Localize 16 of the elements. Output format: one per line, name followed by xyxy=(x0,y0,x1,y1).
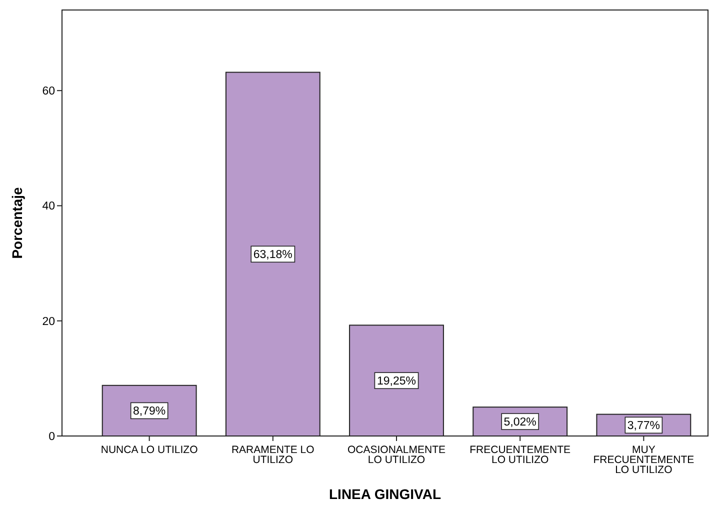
data-label: 8,79% xyxy=(133,406,166,418)
y-tick-label: 60 xyxy=(42,86,55,98)
x-tick-label: RARAMENTE LO UTILIZO xyxy=(231,444,314,466)
x-tick-label: OCASIONALMENTE LO UTILIZO xyxy=(347,444,446,466)
data-label: 3,77% xyxy=(627,420,660,432)
x-tick-label: FRECUENTEMENTE LO UTILIZO xyxy=(470,444,571,466)
data-label: 63,18% xyxy=(253,249,292,262)
data-label: 19,25% xyxy=(376,376,416,388)
data-label: 5,02% xyxy=(504,416,536,429)
y-axis-title: Porcentaje xyxy=(9,186,25,259)
y-tick-label: 20 xyxy=(42,316,55,328)
y-tick-label: 0 xyxy=(48,431,55,443)
x-tick-label: NUNCA LO UTILIZO xyxy=(100,444,198,456)
x-tick-label: MUY FRECUENTEMENTE LO UTILIZO xyxy=(593,444,694,476)
x-axis-title: LINEA GINGIVAL xyxy=(329,486,442,502)
y-tick-label: 40 xyxy=(42,200,55,213)
